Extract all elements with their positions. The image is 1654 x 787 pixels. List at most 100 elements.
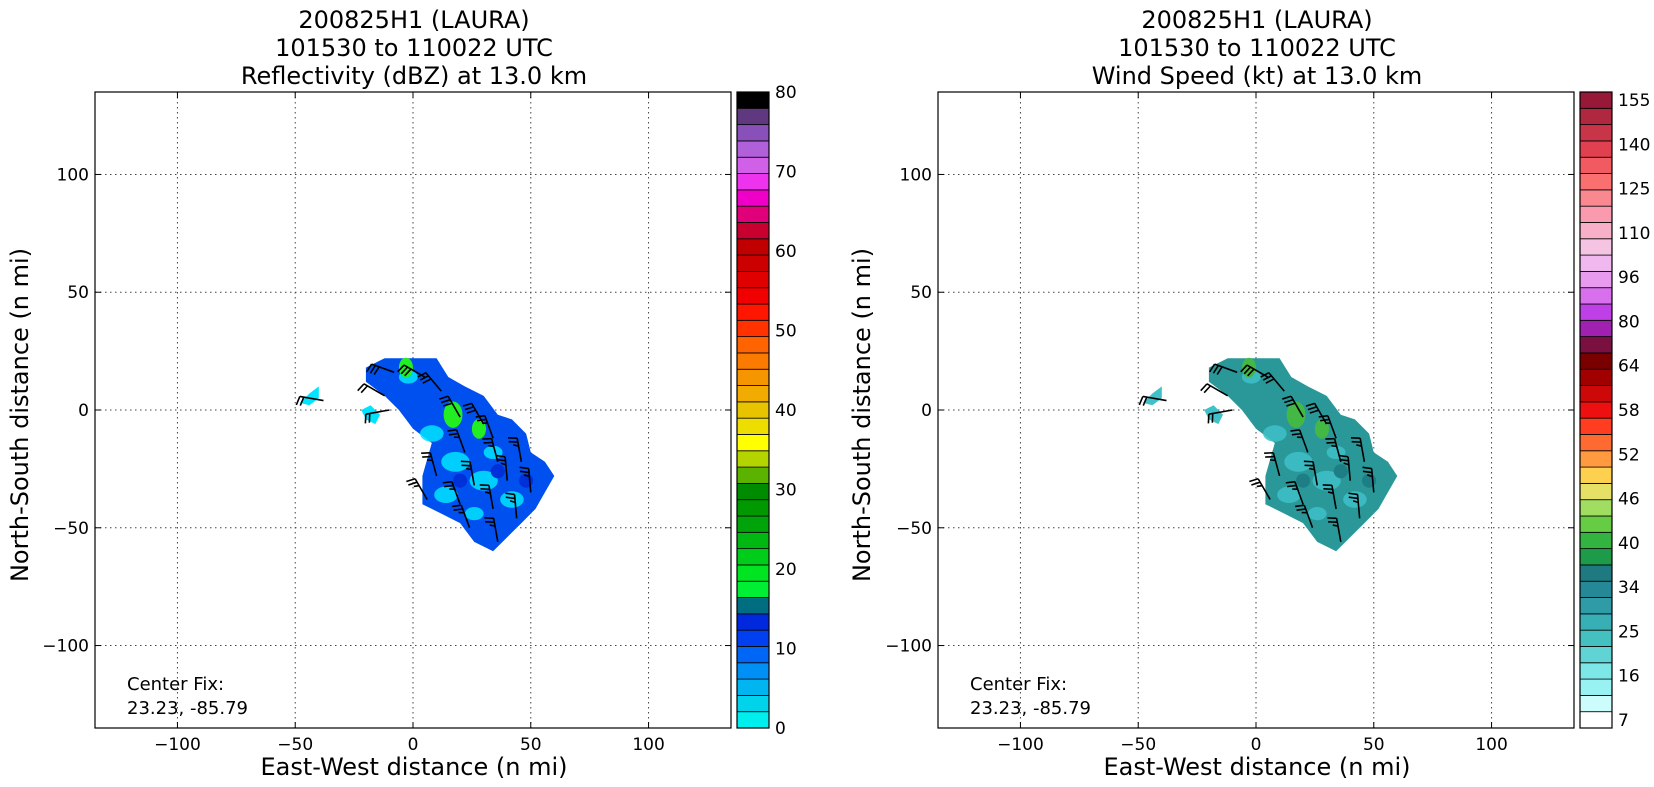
echo-speck [1277, 486, 1301, 504]
barb-shaft [513, 494, 518, 519]
barb-flag [369, 365, 377, 374]
x-tick-label: 100 [1475, 735, 1507, 755]
wind-barb [421, 451, 438, 477]
barb-flag [1138, 396, 1144, 406]
echo-region-west [299, 386, 319, 406]
barb-flag [1203, 385, 1212, 394]
colorbar-segment [736, 156, 770, 174]
colorbar-tick-label: 30 [775, 481, 797, 501]
colorbar-tick-label: 16 [1618, 667, 1640, 687]
colorbar-segment [1579, 629, 1613, 647]
echo-speck [441, 451, 470, 472]
colorbar-tick-label: 140 [1618, 135, 1650, 155]
chart-title-line-3: Wind Speed (kt) at 13.0 km [1092, 62, 1423, 90]
colorbar-segment [736, 124, 770, 142]
barb-flag [488, 444, 494, 448]
barb-flag [406, 477, 416, 483]
colorbar-tick-label: 0 [775, 719, 786, 739]
colorbar-segment [1579, 531, 1613, 550]
colorbar-segment [736, 368, 770, 386]
barb-flag [495, 454, 506, 458]
wind-barb [519, 466, 532, 493]
echo-region-small [361, 405, 380, 425]
barb-flag [513, 444, 519, 447]
x-tick-label: 0 [408, 735, 419, 755]
barb-flag [360, 385, 369, 394]
barb-flag [419, 375, 429, 381]
colorbar-segment [736, 662, 770, 680]
colorbar-segment [736, 629, 770, 647]
barb-shaft [1312, 461, 1319, 486]
colorbar-segment [1579, 173, 1613, 191]
colorbar-segment [1579, 287, 1613, 305]
wind-barb [1338, 454, 1352, 481]
colorbar-segment [736, 482, 770, 501]
x-tick-label: 50 [520, 735, 542, 755]
barb-flag [1295, 504, 1305, 508]
colorbar-segment [736, 580, 770, 598]
colorbar-tick-label: 20 [775, 560, 797, 580]
wind-barb [475, 414, 494, 439]
colorbar-segment [736, 352, 770, 370]
barb-flag [1142, 396, 1148, 406]
colorbar-segment [736, 254, 770, 272]
colorbar-segment [736, 140, 770, 158]
colorbar-segment [1579, 303, 1613, 321]
echo-core [443, 401, 463, 428]
barb-flag [397, 364, 405, 373]
barb-flag [1339, 458, 1349, 462]
reflectivity-panel: 200825H1 (LAURA) 101530 to 110022 UTC Re… [6, 6, 797, 781]
barb-flag [1309, 467, 1315, 471]
colorbar-segment [1579, 548, 1613, 566]
barb-flag [1305, 402, 1315, 407]
colorbar-segment [736, 173, 770, 191]
y-tick-label: −50 [53, 519, 89, 539]
barb-shaft [299, 395, 324, 402]
wind-barb [1318, 414, 1337, 439]
colorbar-segment [736, 222, 770, 240]
barb-flag [1327, 491, 1334, 494]
barb-flag [1256, 484, 1263, 488]
colorbar-segment [1579, 678, 1613, 696]
colorbar-segment [1579, 401, 1613, 419]
x-tick-label: 0 [1251, 735, 1262, 755]
chart-title-line-1: 200825H1 (LAURA) [1141, 6, 1372, 34]
barb-shaft [504, 456, 509, 481]
barb-flag [452, 504, 462, 508]
colorbar-segment [1579, 91, 1613, 109]
barb-flag [1212, 365, 1220, 374]
colorbar-segment [736, 319, 770, 338]
colorbar-segment [736, 564, 770, 582]
barb-flag [509, 500, 516, 504]
barb-flag [417, 372, 427, 378]
colorbar-segment [1579, 385, 1613, 403]
colorbar-segment [736, 646, 770, 664]
barb-flag [441, 398, 451, 404]
wind-barb [505, 492, 518, 519]
colorbar-segment [736, 515, 770, 533]
barb-flag [1362, 466, 1372, 470]
colorbar-segment [1579, 597, 1613, 615]
barb-flag [1348, 492, 1358, 496]
colorbar-tick-label: 155 [1618, 91, 1650, 111]
colorbar-segment [1579, 580, 1613, 598]
barb-flag [404, 368, 412, 377]
barb-flag [1284, 398, 1294, 404]
barb-flag [448, 432, 459, 436]
wind-barb [484, 517, 499, 543]
colorbar-segment [736, 548, 770, 566]
barb-flag [1331, 444, 1337, 448]
barb-flag [1307, 406, 1317, 411]
colorbar-segment [1579, 499, 1613, 517]
barb-flag [442, 480, 453, 484]
barb-flag [500, 462, 507, 466]
wind-barb [482, 437, 499, 463]
barb-flag [1296, 508, 1306, 511]
colorbar-tick-label: 40 [1618, 534, 1640, 554]
colorbar-tick-label: 50 [775, 322, 797, 342]
wind-barb [357, 383, 386, 397]
wind-barb [1282, 395, 1304, 418]
x-tick-label: −50 [1120, 735, 1156, 755]
colorbar-tick-label: 7 [1618, 711, 1629, 731]
